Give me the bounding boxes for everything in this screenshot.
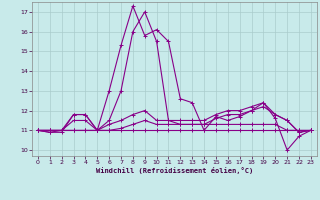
X-axis label: Windchill (Refroidissement éolien,°C): Windchill (Refroidissement éolien,°C) [96, 167, 253, 174]
